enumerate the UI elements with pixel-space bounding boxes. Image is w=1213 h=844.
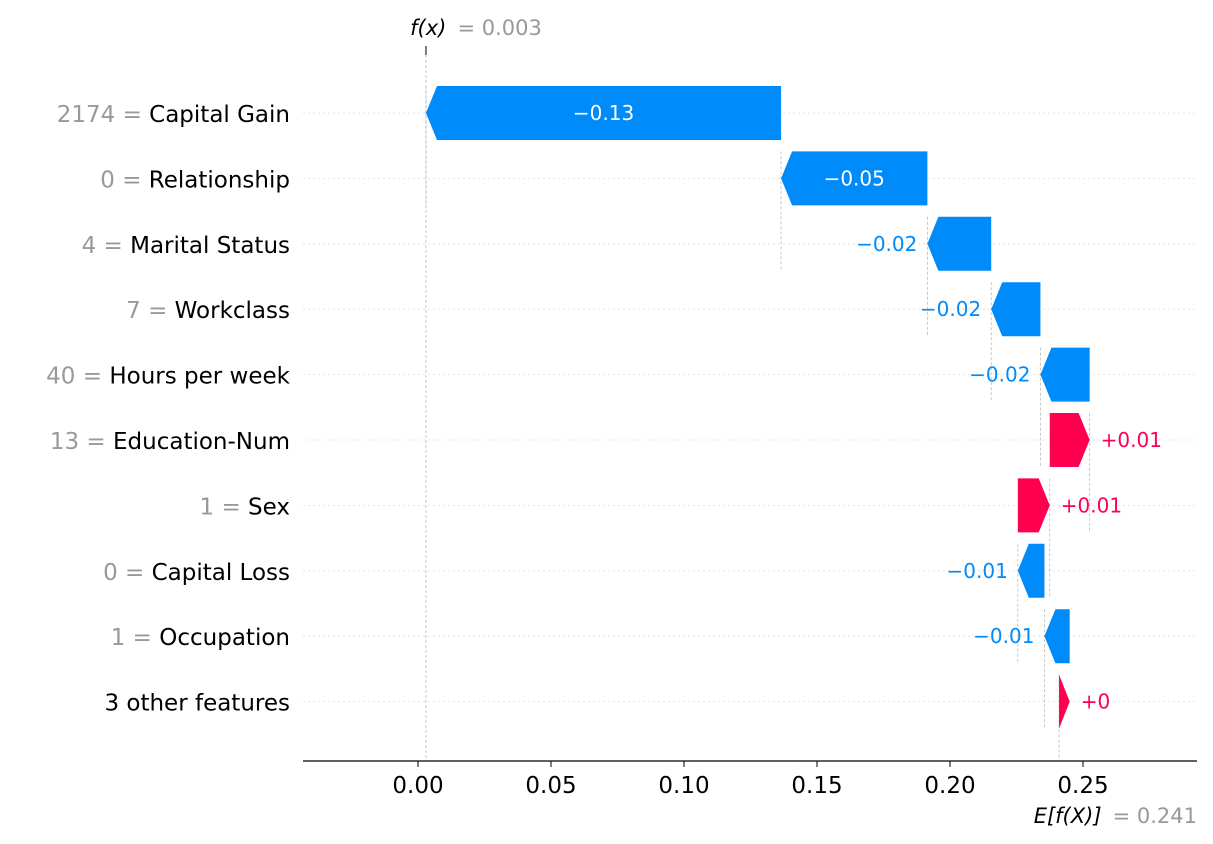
feature-label: 7 = Workclass [126,298,290,324]
x-axis: 0.00 0.05 0.10 0.15 0.20 0.25 [303,760,1197,799]
feature-name: Hours per week [109,364,290,390]
bar-negative [425,86,782,140]
bar-value-label: +0.01 [1061,493,1122,517]
bar-negative [1040,347,1090,402]
feature-name: Occupation [159,625,290,651]
bar-negative [991,282,1041,337]
x-tick-label: 0.20 [924,773,975,799]
bar-value-label: −0.13 [573,101,634,125]
feature-name: Education-Num [113,429,290,455]
x-tick-label: 0.10 [658,773,709,799]
feature-label: 40 = Hours per week [46,364,290,390]
feature-label: 3 other features [104,691,290,717]
feature-label: 0 = Relationship [100,167,290,193]
efx-text: E[f(X)] = 0.241 [1034,804,1197,828]
fx-label: f(x) [410,16,446,40]
feature-value: 40 = [46,364,109,390]
bars [425,86,1090,729]
feature-labels: 2174 = Capital Gain 0 = Relationship 4 = M… [46,102,290,717]
feature-name: Capital Loss [152,560,290,586]
feature-label: 4 = Marital Status [82,233,290,259]
x-tick-label: 0.15 [791,773,842,799]
x-tick-label: 0.05 [525,773,576,799]
feature-name: Capital Gain [149,102,290,128]
bar-value-label: −0.02 [920,297,981,321]
bar-positive [1059,674,1070,729]
feature-value: 2174 = [57,102,149,128]
feature-value: 1 = [111,625,160,651]
bar-negative [1017,543,1045,598]
connector-lines [425,55,1091,761]
efx-annotation: E[f(X)] = 0.241 [1034,804,1197,828]
feature-label: 13 = Education-Num [50,429,290,455]
feature-label: 2174 = Capital Gain [57,102,290,128]
bar-negative [927,216,992,271]
feature-value: 0 = [100,167,149,193]
feature-value: 4 = [82,233,131,259]
fx-annotation: f(x) = 0.003 [410,16,542,55]
bar-value-label: −0.02 [969,363,1030,387]
bar-value-label: −0.01 [947,559,1008,583]
feature-value: 13 = [50,429,113,455]
bar-negative [781,151,928,206]
bar-value-label: +0 [1081,690,1110,714]
feature-label: 1 = Sex [200,494,291,520]
x-tick-label: 0.00 [392,773,443,799]
bar-value-label: −0.02 [856,232,917,256]
feature-name: Marital Status [130,233,290,259]
efx-value: = 0.241 [1113,804,1197,828]
bar-positive [1017,478,1050,533]
bar-labels: −0.13 −0.05 −0.02 −0.02 −0.02 +0.01 +0.01 −0.01… [573,101,1162,714]
feature-name: 3 other features [104,691,290,717]
fx-text: f(x) = 0.003 [410,16,542,40]
bar-value-label: −0.05 [824,166,885,190]
feature-label: 0 = Capital Loss [103,560,290,586]
bar-value-label: +0.01 [1101,428,1162,452]
bar-negative [1044,609,1070,664]
feature-name: Workclass [175,298,290,324]
feature-name: Relationship [149,167,290,193]
feature-name: Sex [248,494,290,520]
bar-positive [1049,413,1090,467]
x-tick-label: 0.25 [1057,773,1108,799]
efx-label: E[f(X)] [1034,804,1102,828]
feature-value: 0 = [103,560,152,586]
feature-label: 1 = Occupation [111,625,290,651]
feature-value: 7 = [126,298,175,324]
fx-value: = 0.003 [457,16,541,40]
bar-value-label: −0.01 [973,624,1034,648]
feature-value: 1 = [200,494,249,520]
